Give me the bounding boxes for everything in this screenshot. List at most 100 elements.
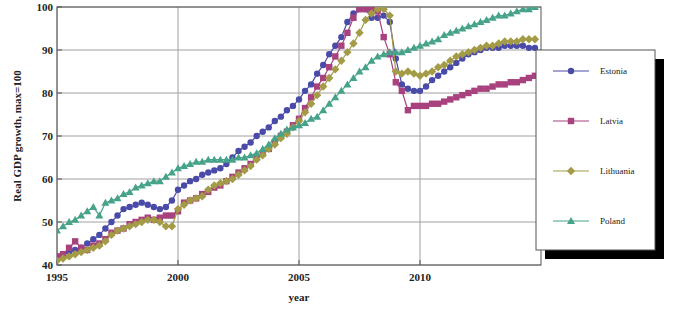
data-point (307, 115, 315, 122)
data-point (144, 179, 152, 186)
legend-label: Estonia (600, 66, 627, 76)
data-point (508, 79, 514, 85)
data-point (156, 218, 164, 226)
data-point (520, 43, 526, 49)
tick-y (57, 50, 62, 51)
legend-marker (567, 167, 575, 175)
data-point (398, 48, 406, 55)
data-point (477, 86, 483, 92)
data-point (514, 79, 520, 85)
tick-x (178, 260, 179, 265)
data-point (393, 79, 399, 85)
plot-area (57, 7, 539, 265)
data-point (416, 42, 424, 49)
data-point (168, 169, 176, 176)
data-point (84, 240, 90, 246)
data-point (483, 86, 489, 92)
data-point (440, 31, 448, 38)
data-point (132, 202, 138, 208)
data-point (483, 16, 491, 23)
tick-label-y: 70 (42, 130, 54, 142)
data-point (405, 86, 411, 92)
data-point (411, 88, 417, 94)
tick-y (57, 7, 62, 8)
data-point (374, 52, 382, 59)
data-point (434, 35, 442, 42)
data-point (331, 93, 339, 100)
tick-label-x: 1995 (46, 271, 69, 283)
data-point (235, 148, 241, 154)
grid-line-y (57, 179, 541, 180)
data-point (289, 123, 297, 130)
data-point (314, 70, 320, 76)
data-point (168, 222, 176, 230)
data-point (107, 197, 115, 204)
data-point (489, 14, 497, 21)
data-point (520, 77, 526, 83)
data-point (453, 94, 459, 100)
data-point (325, 100, 333, 107)
data-point (139, 199, 145, 205)
data-point (350, 15, 356, 21)
data-point (417, 88, 423, 94)
legend-marker (567, 217, 575, 224)
data-point (446, 29, 454, 36)
data-point (308, 81, 314, 87)
data-point (337, 87, 345, 94)
tick-label-y: 80 (42, 87, 54, 99)
data-point (356, 7, 362, 12)
data-point (180, 201, 188, 209)
data-point (447, 96, 453, 102)
data-point (319, 82, 327, 90)
data-point (101, 199, 109, 206)
data-point (428, 67, 436, 75)
data-point (95, 241, 103, 249)
tick-label-y: 90 (42, 44, 54, 56)
data-point (440, 61, 448, 69)
data-point (205, 169, 211, 175)
data-point (246, 162, 254, 170)
data-point (169, 212, 175, 218)
data-point (65, 218, 73, 225)
data-point (356, 7, 362, 12)
data-point (319, 106, 327, 113)
data-point (410, 44, 418, 51)
data-point (120, 190, 128, 197)
data-point (241, 144, 247, 150)
data-point (156, 177, 164, 184)
data-point (252, 155, 260, 163)
data-point (470, 20, 478, 27)
tick-x (299, 260, 300, 265)
data-point (320, 62, 326, 68)
data-point (307, 100, 315, 108)
data-point (241, 154, 249, 161)
data-point (253, 149, 261, 156)
data-point (247, 139, 253, 145)
data-point (102, 225, 108, 231)
data-point (228, 156, 236, 163)
legend-marker (568, 68, 574, 74)
data-point (423, 83, 429, 89)
data-point (163, 204, 169, 210)
data-point (107, 231, 115, 239)
data-point (495, 81, 501, 87)
data-point (193, 176, 199, 182)
plot-frame (57, 7, 541, 265)
tick-y (57, 222, 62, 223)
data-point (367, 9, 375, 17)
data-point (362, 7, 368, 12)
grid-line-y (57, 136, 541, 137)
tick-label-y: 100 (37, 1, 54, 13)
data-point (72, 238, 78, 244)
data-point (362, 63, 370, 70)
data-point (326, 51, 332, 57)
data-point (356, 68, 364, 75)
data-point (151, 204, 157, 210)
data-point (489, 83, 495, 89)
data-point (464, 22, 472, 29)
data-point (101, 237, 109, 245)
data-point (429, 77, 435, 83)
data-point (169, 197, 175, 203)
data-point (114, 212, 120, 218)
data-point (217, 165, 223, 171)
